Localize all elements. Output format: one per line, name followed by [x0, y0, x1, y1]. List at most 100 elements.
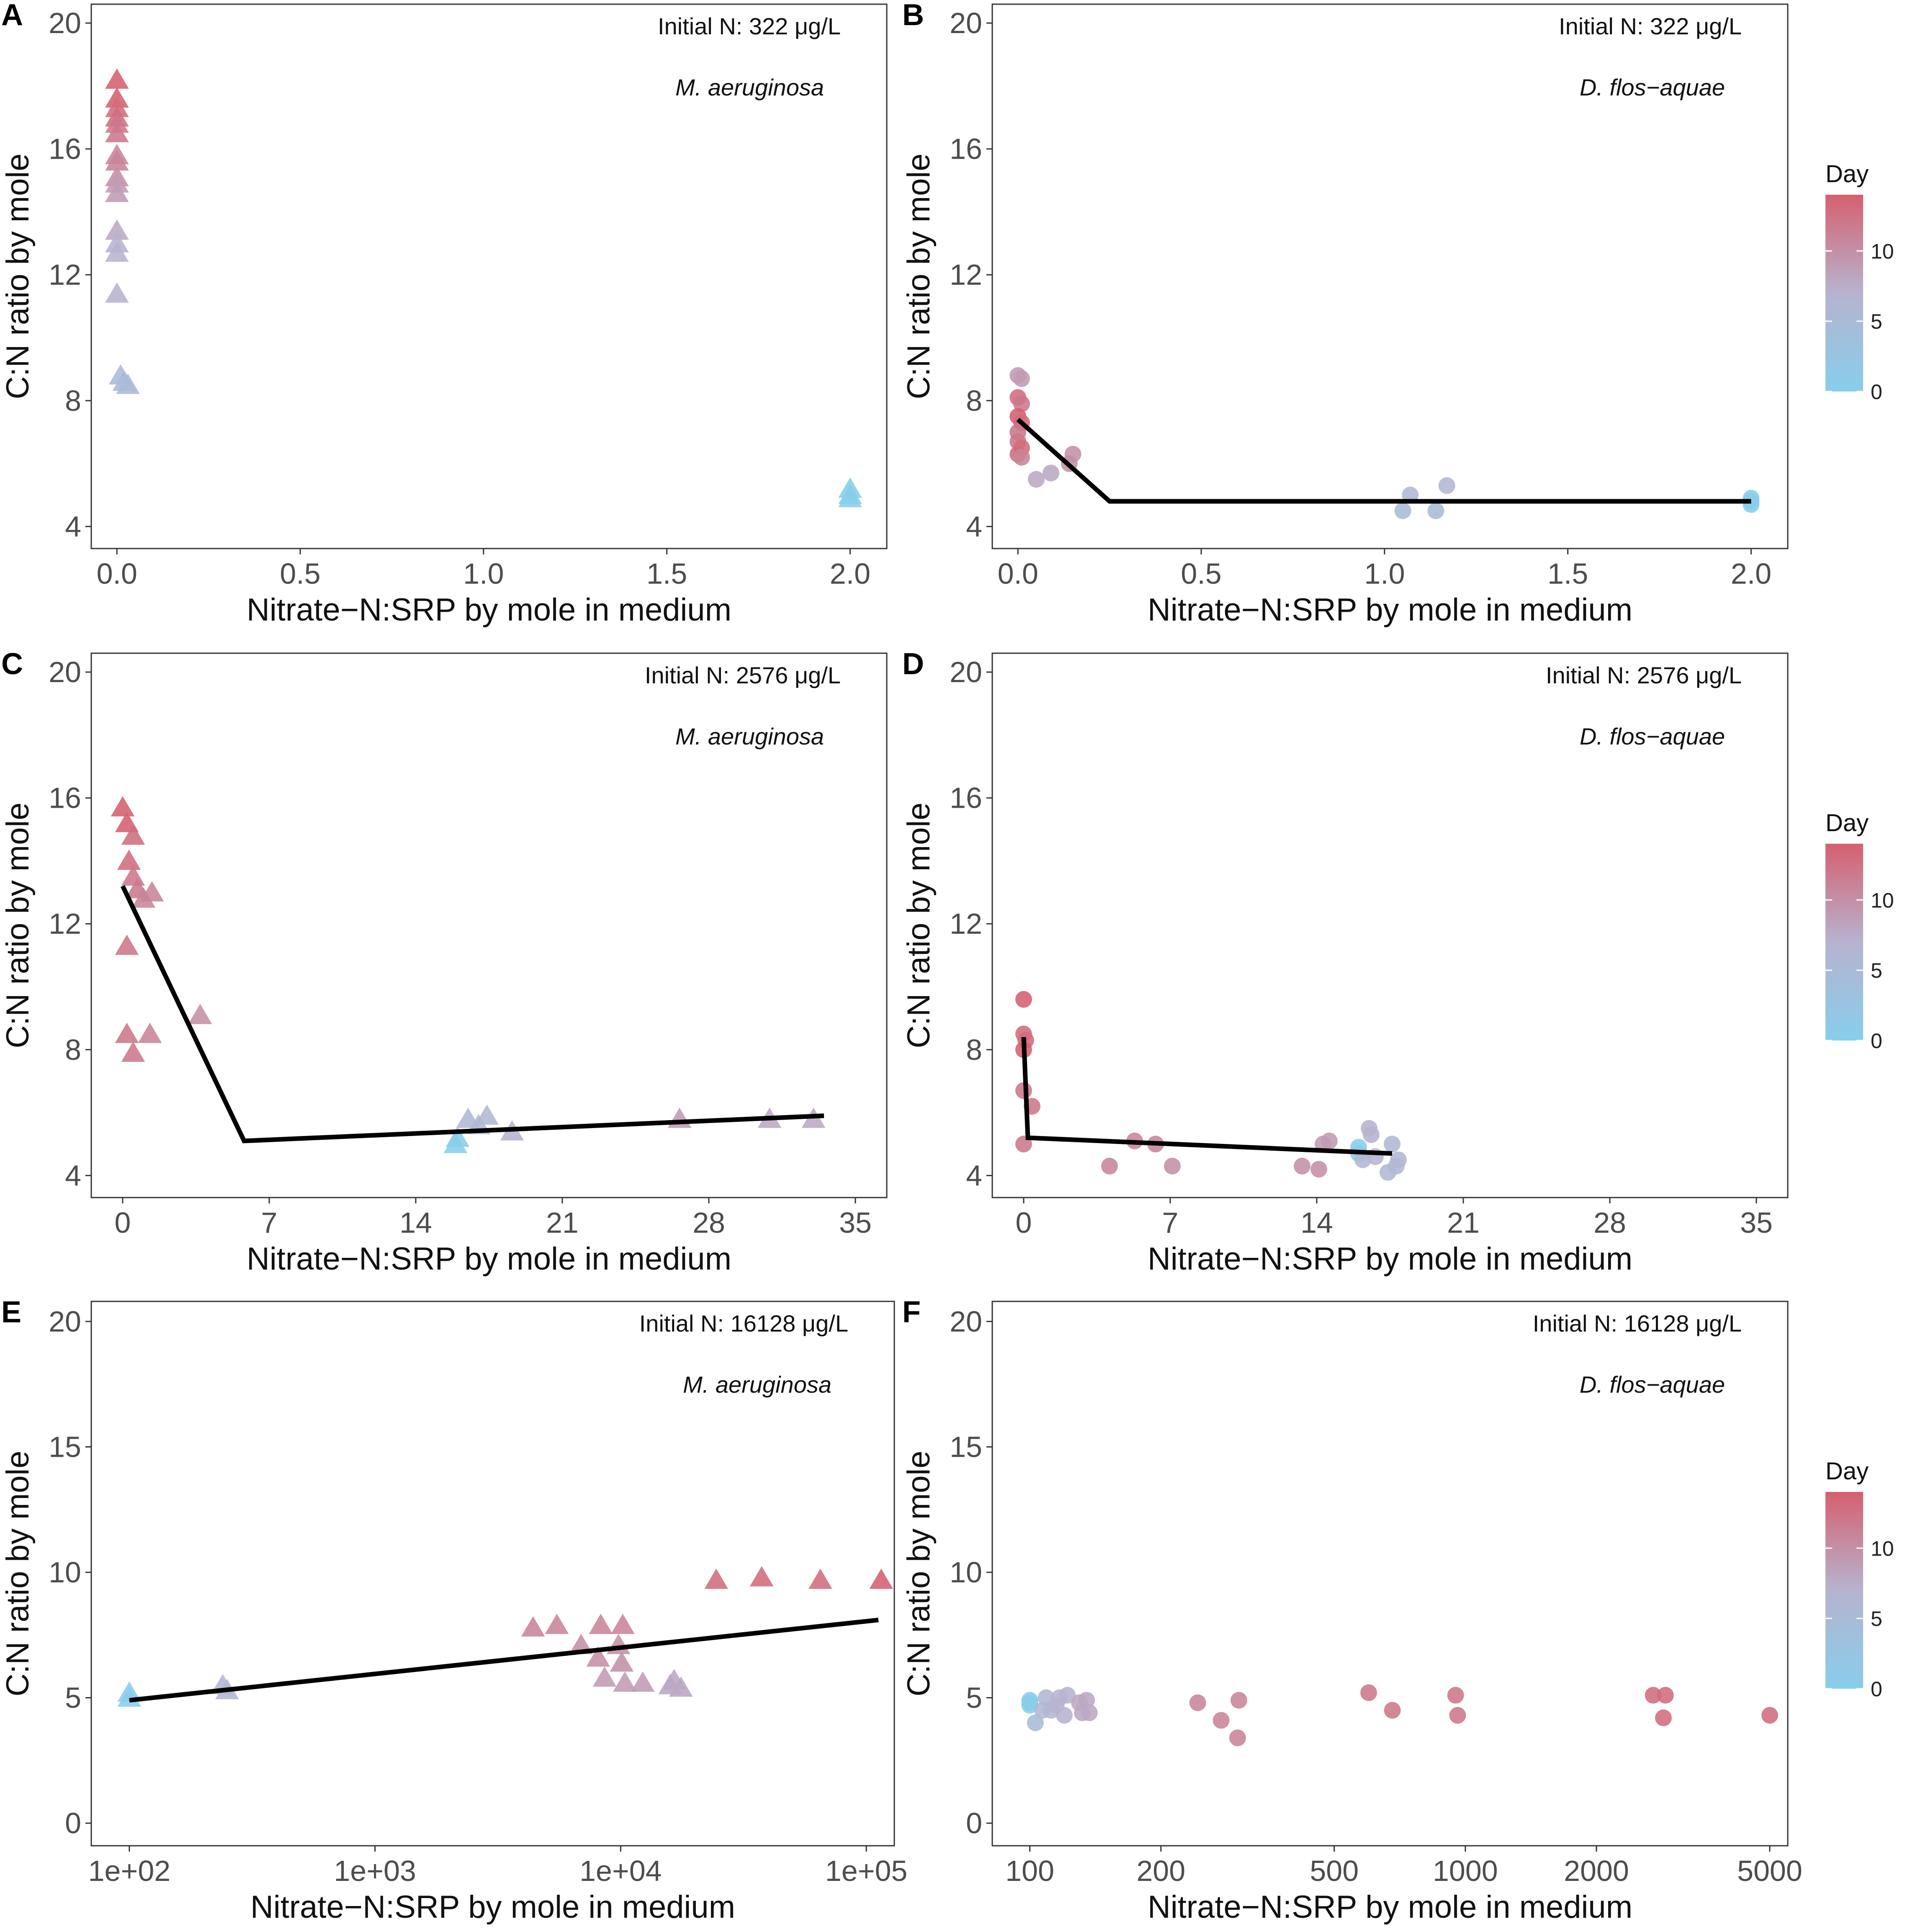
triangle-point	[545, 1613, 569, 1634]
panel-f: F 0 5 10 15 20 100 200 500 1000 2000 5000 Nitrate−N:…	[901, 1296, 1802, 1925]
panel-label: F	[902, 1296, 921, 1329]
initial-n-annotation: Initial N: 16128 μg/L	[639, 1310, 848, 1337]
y-tick-label: 20	[49, 7, 81, 39]
panel-label: D	[902, 647, 924, 681]
initial-n-annotation: Initial N: 322 μg/L	[658, 13, 841, 39]
y-tick-label: 20	[950, 7, 982, 39]
x-tick-label: 28	[1594, 1206, 1626, 1239]
triangle-point	[869, 1568, 893, 1589]
legend-title: Day	[1825, 160, 1869, 188]
triangle-point	[105, 219, 129, 240]
y-tick-label: 10	[49, 1556, 81, 1589]
legend-tick-label: 0	[1871, 1677, 1882, 1701]
triangle-point	[521, 1616, 545, 1637]
circle-point	[1028, 471, 1045, 488]
x-tick-label: 1e+05	[825, 1855, 908, 1887]
legend-tick-label: 0	[1871, 1029, 1882, 1053]
y-axis-label: C:N ratio by mole	[901, 1450, 937, 1696]
triangle-point	[105, 282, 129, 303]
circle-point	[1310, 1161, 1327, 1178]
circle-point	[1384, 1702, 1401, 1719]
circle-point	[1043, 464, 1060, 482]
initial-n-annotation: Initial N: 2576 μg/L	[645, 662, 841, 688]
species-annotation: M. aeruginosa	[675, 74, 824, 100]
plot-frame	[90, 652, 888, 1198]
x-tick-label: 100	[1005, 1855, 1054, 1887]
circle-point	[1655, 1709, 1672, 1726]
circle-point	[1743, 496, 1760, 513]
x-tick-label: 1e+04	[579, 1855, 662, 1887]
species-annotation: M. aeruginosa	[675, 723, 824, 750]
x-tick-label: 200	[1136, 1855, 1185, 1887]
triangle-point	[116, 374, 140, 394]
x-tick-label: 14	[1300, 1206, 1333, 1239]
x-tick-label: 5000	[1737, 1855, 1802, 1887]
species-annotation: D. flos−aquae	[1580, 1371, 1725, 1398]
x-axis-label: Nitrate−N:SRP by mole in medium	[1148, 1889, 1632, 1925]
circle-point	[1363, 1126, 1380, 1143]
legend-colorbar	[1825, 1492, 1863, 1689]
circle-point	[1081, 1704, 1098, 1721]
fit-line	[121, 885, 824, 1144]
triangle-point	[105, 241, 129, 262]
x-axis-label: Nitrate−N:SRP by mole in medium	[1148, 592, 1632, 628]
x-tick-label: 1e+03	[334, 1855, 416, 1887]
y-tick-label: 15	[950, 1430, 982, 1463]
legend-title: Day	[1825, 1458, 1869, 1485]
legend-tick-label: 5	[1871, 959, 1882, 982]
panel-d: D 4 8 12 16 20 0 7 14 21 28 35 Nitrate−N:SRP by mole…	[901, 647, 1789, 1277]
y-tick-label: 16	[950, 133, 982, 165]
y-axis-label: C:N ratio by mole	[0, 802, 36, 1048]
data-points	[111, 796, 826, 1153]
panel-label: B	[902, 0, 924, 32]
y-tick-label: 5	[966, 1682, 982, 1714]
x-tick-label: 0.5	[280, 557, 320, 590]
triangle-point	[121, 824, 145, 845]
x-tick-label: 500	[1310, 1855, 1359, 1887]
x-tick-label: 0	[115, 1206, 131, 1239]
x-tick-label: 21	[1447, 1206, 1480, 1239]
plot-frame	[90, 1301, 895, 1847]
panel-label: C	[1, 647, 23, 681]
x-tick-label: 21	[546, 1206, 579, 1239]
circle-point	[1645, 1687, 1662, 1704]
legend-tick-label: 10	[1871, 889, 1894, 912]
circle-point	[1384, 1136, 1400, 1153]
triangle-point	[838, 487, 862, 507]
x-tick-label: 0.0	[97, 557, 137, 590]
y-tick-label: 8	[966, 1033, 982, 1066]
legend-title: Day	[1825, 809, 1869, 837]
triangle-point	[121, 1041, 145, 1062]
y-tick-label: 0	[65, 1807, 81, 1839]
data-points	[1021, 1684, 1778, 1747]
x-tick-label: 0	[1016, 1206, 1032, 1239]
plot-frame	[90, 3, 888, 549]
species-annotation: D. flos−aquae	[1580, 723, 1725, 750]
triangle-point	[138, 1023, 162, 1043]
y-tick-label: 4	[966, 1159, 982, 1192]
triangle-point	[808, 1568, 832, 1589]
legend-tick-label: 5	[1871, 1607, 1882, 1631]
triangle-point	[613, 1671, 637, 1692]
y-tick-label: 20	[49, 1305, 81, 1338]
x-tick-label: 14	[399, 1206, 432, 1239]
plot-frame	[991, 652, 1789, 1198]
triangle-point	[667, 1108, 692, 1128]
y-tick-label: 4	[65, 510, 81, 543]
x-tick-label: 7	[261, 1206, 278, 1239]
y-tick-label: 16	[950, 782, 982, 814]
plot-frame	[991, 1301, 1789, 1847]
triangle-point	[188, 1004, 212, 1024]
x-tick-label: 2.0	[830, 557, 870, 590]
circle-point	[1294, 1157, 1310, 1175]
y-tick-label: 20	[950, 656, 982, 688]
triangle-point	[121, 865, 145, 886]
x-tick-label: 1e+02	[88, 1855, 171, 1887]
legend-tick-label: 10	[1871, 240, 1894, 263]
triangle-point	[749, 1566, 774, 1587]
y-tick-label: 8	[65, 1033, 81, 1066]
day-legend: Day 0 5 10	[1825, 160, 1894, 404]
legend-tick-label: 10	[1871, 1537, 1894, 1560]
fit-line	[1021, 1037, 1393, 1156]
y-tick-label: 16	[49, 133, 81, 165]
